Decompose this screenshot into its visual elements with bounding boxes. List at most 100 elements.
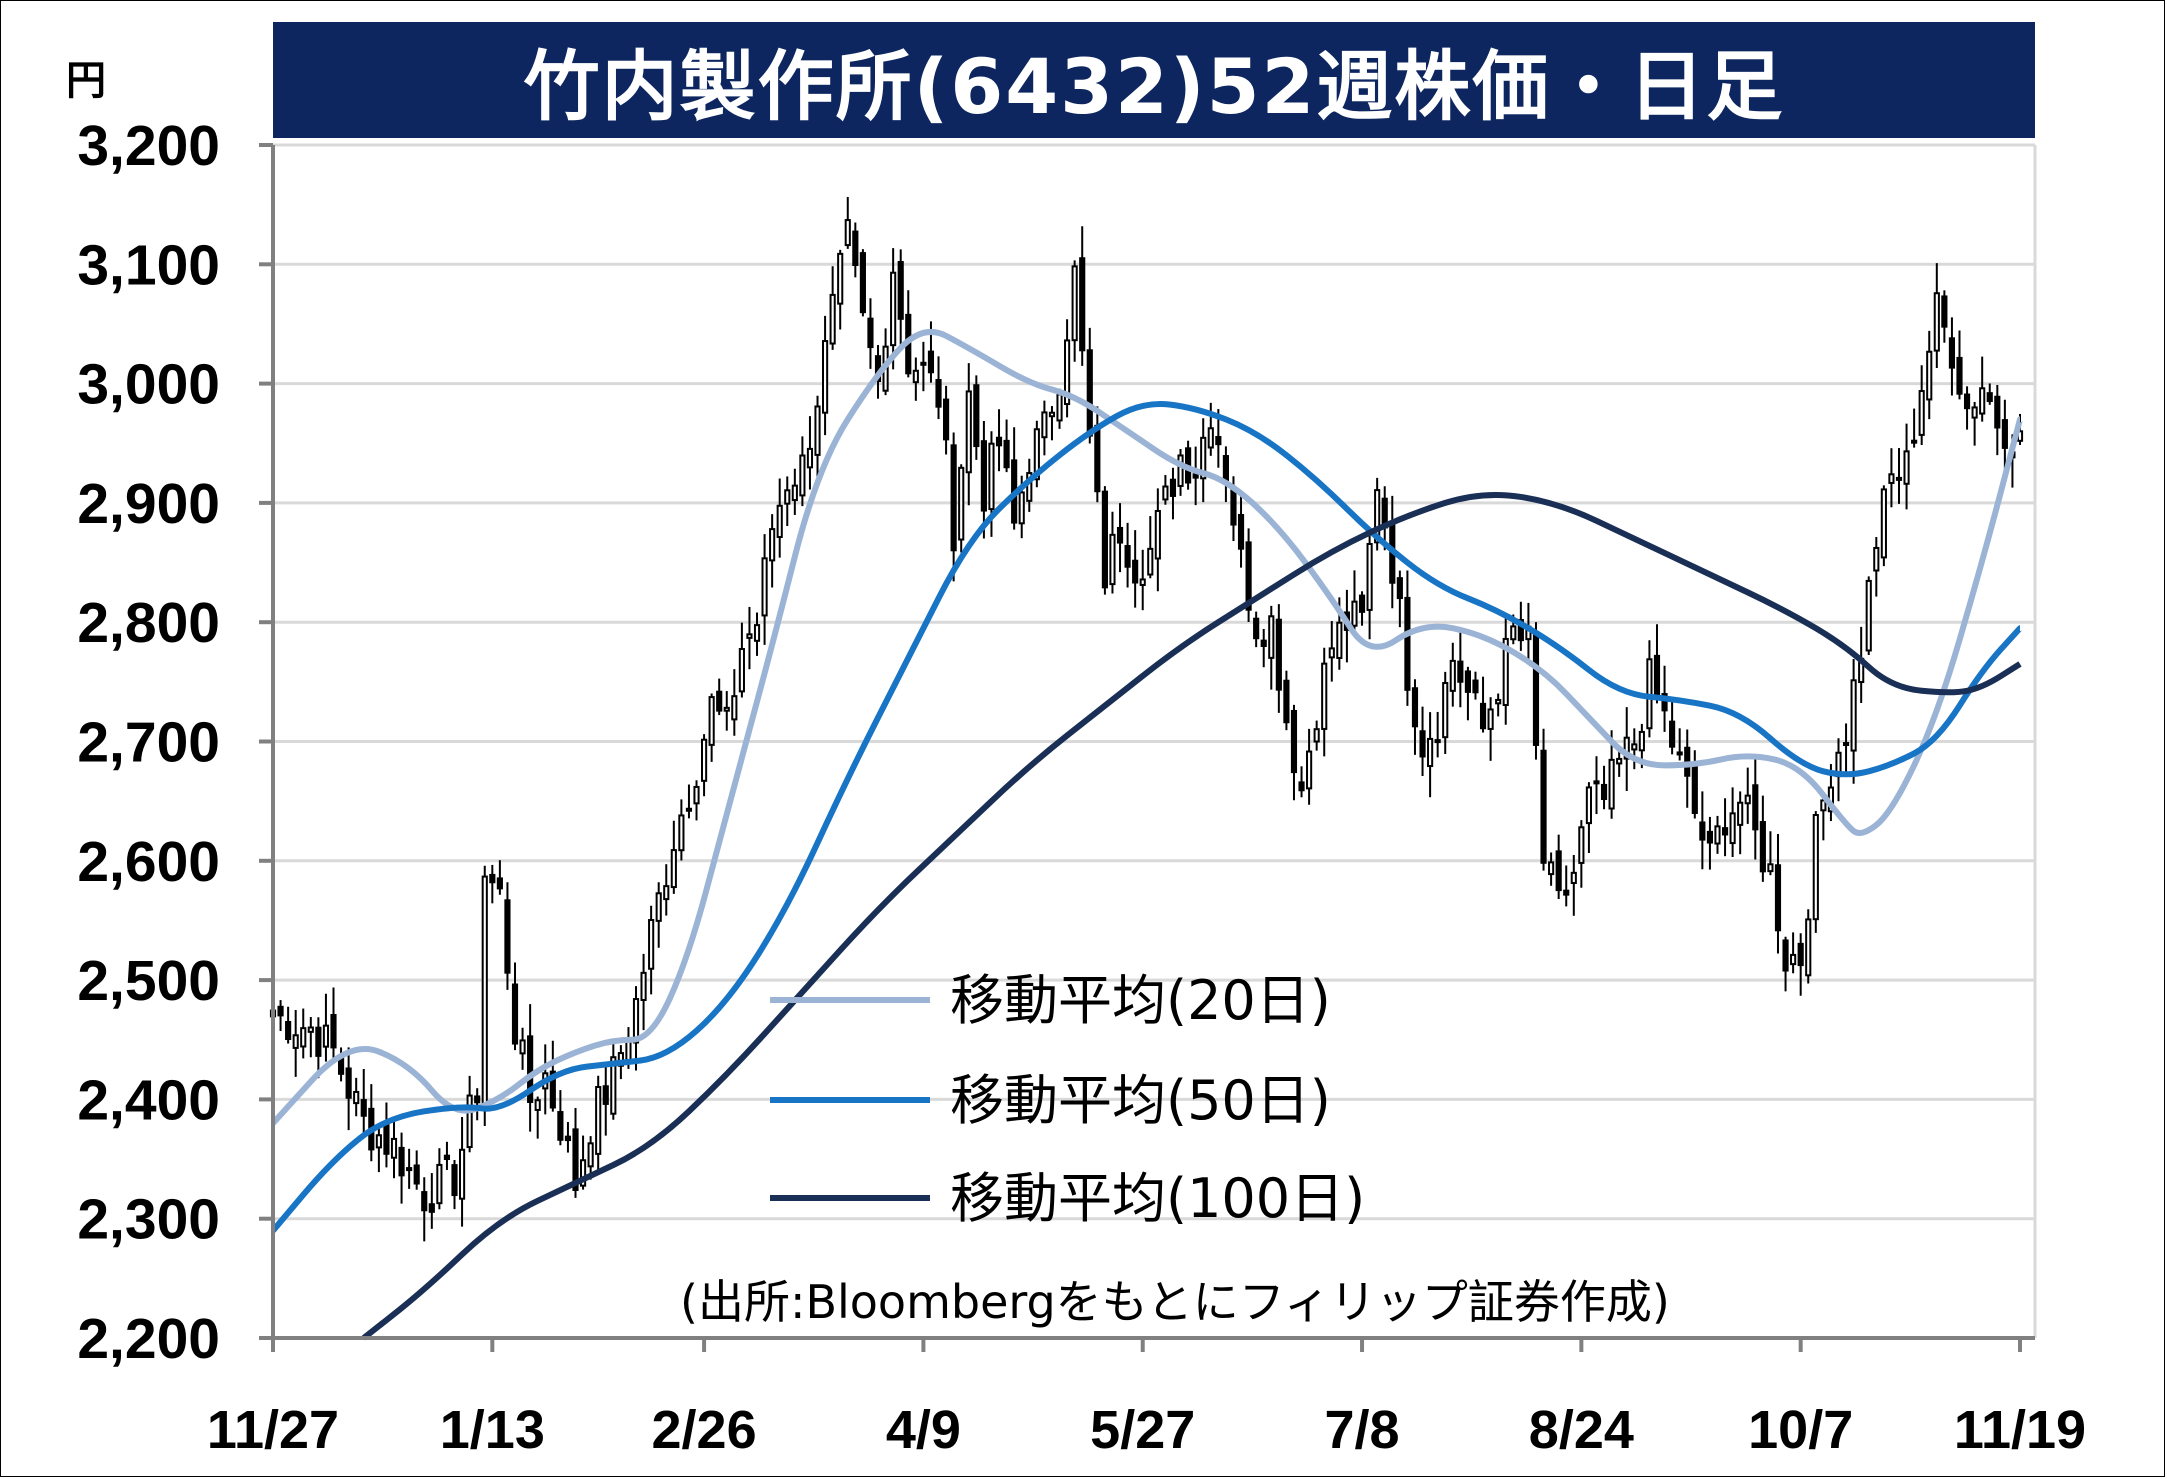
candle — [1139, 549, 1146, 611]
candle — [1457, 629, 1464, 708]
x-tick-label: 1/13 — [440, 1400, 545, 1460]
candle-body-up — [1374, 489, 1381, 544]
candle-body-up — [1729, 812, 1736, 845]
candle-body-down — [1895, 476, 1903, 481]
candle — [1275, 604, 1282, 713]
candle-body-down — [1079, 257, 1086, 352]
candle — [1933, 263, 1940, 369]
candle-body-up — [1502, 637, 1509, 706]
candle-body-down — [1404, 596, 1411, 691]
chart-title-bar: 竹内製作所(6432)52週株価・日足 — [273, 22, 2035, 138]
candle-body-up — [1767, 863, 1774, 873]
candle — [474, 1088, 481, 1121]
candle — [307, 1017, 314, 1058]
candle-body-down — [1094, 424, 1101, 493]
candle-body-down — [1721, 827, 1729, 836]
candle — [406, 1148, 413, 1189]
candle-body-down — [2001, 419, 2008, 449]
x-tick-label: 11/19 — [1954, 1400, 2086, 1460]
candle-body-down — [1661, 693, 1668, 712]
candle — [1812, 811, 1819, 933]
candle-body-down — [1941, 295, 1948, 328]
candle-body-up — [1888, 473, 1895, 484]
candle — [1737, 791, 1744, 855]
candle-body-down — [527, 1035, 534, 1103]
candle — [1003, 419, 1010, 473]
candle — [1706, 816, 1714, 870]
candle-body-down — [496, 877, 503, 890]
candle — [632, 986, 640, 1071]
candle — [1479, 676, 1487, 733]
candle-body-up — [1487, 708, 1494, 730]
candle — [670, 820, 677, 894]
candle-body-up — [1064, 339, 1071, 406]
candle — [648, 905, 655, 995]
candle — [1563, 865, 1570, 907]
candle — [1593, 756, 1600, 815]
candle-body-up — [1434, 739, 1441, 744]
candle — [1404, 570, 1411, 706]
y-tick-label: 2,500 — [77, 949, 220, 1013]
candle — [1079, 226, 1086, 366]
candle-body-down — [1245, 541, 1252, 611]
candle — [1911, 408, 1918, 448]
legend-item: 移動平均(100日) — [770, 1167, 1365, 1230]
candle — [678, 799, 685, 861]
candle — [1570, 855, 1577, 916]
candle — [943, 385, 950, 455]
candle-body-up — [390, 1137, 398, 1159]
chart-title: 竹内製作所(6432)52週株価・日足 — [523, 42, 1785, 131]
candle — [1124, 522, 1131, 588]
candle — [1676, 728, 1683, 761]
candle-body-up — [1744, 794, 1751, 805]
candle-body-up — [1578, 826, 1585, 864]
candle — [285, 1006, 292, 1044]
y-axis-unit: 円 — [66, 58, 106, 104]
candle-body-down — [1215, 436, 1222, 446]
candle-body-up — [353, 1090, 360, 1105]
candle — [700, 734, 708, 797]
candle-body-up — [1427, 737, 1434, 768]
y-tick-label: 2,800 — [77, 591, 220, 655]
candle — [708, 693, 715, 762]
candle — [844, 196, 851, 249]
candle — [655, 882, 662, 948]
candle — [1071, 260, 1078, 362]
candle-body-down — [1003, 439, 1010, 469]
candle — [1865, 576, 1872, 655]
candle — [1842, 723, 1850, 774]
candle — [1101, 486, 1108, 595]
candle — [912, 357, 919, 401]
candle-body-up — [723, 706, 730, 712]
candle — [950, 432, 957, 582]
candle — [489, 864, 496, 904]
candle — [1903, 423, 1910, 510]
candle-body-up — [1510, 625, 1517, 641]
candle-body-down — [315, 1026, 322, 1057]
candle-body-down — [1298, 781, 1305, 792]
candle-body-down — [398, 1146, 405, 1177]
candle-body-down — [1956, 356, 1963, 395]
candle — [935, 356, 942, 420]
candle — [1260, 628, 1267, 668]
candle — [1268, 605, 1275, 690]
candle-body-up — [731, 695, 738, 721]
candle-body-up — [1442, 682, 1449, 739]
candle — [1192, 446, 1199, 506]
candle-body-down — [1253, 617, 1260, 640]
candle-body-down — [1116, 526, 1124, 544]
candle-body-up — [920, 361, 927, 366]
candle-body-up — [753, 624, 761, 642]
candle-body-down — [1283, 679, 1290, 724]
candle-body-down — [852, 230, 859, 266]
candle-body-down — [1669, 720, 1676, 748]
candle — [1971, 401, 1978, 446]
candle-body-up — [791, 484, 798, 502]
candle-body-up — [708, 696, 715, 746]
candle-body-up — [799, 454, 806, 497]
legend-label: 移動平均(50日) — [950, 1069, 1331, 1132]
candle — [1873, 537, 1880, 597]
candle — [375, 1127, 382, 1173]
candle-body-up — [1109, 533, 1116, 586]
